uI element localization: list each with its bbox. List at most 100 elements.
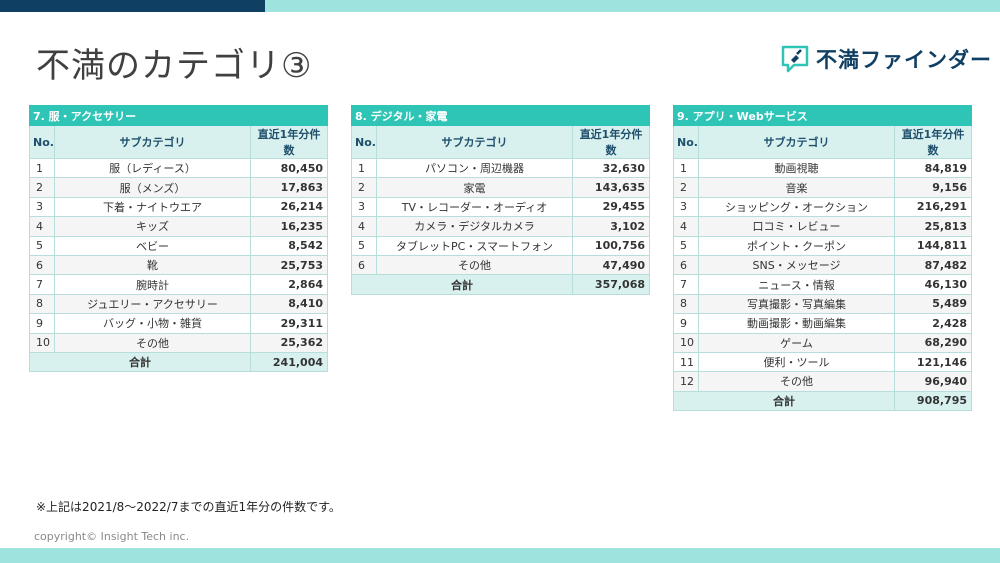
row-number: 4 xyxy=(351,216,377,237)
subcategory-name: ジュエリー・アクセサリー xyxy=(54,293,251,315)
row-number: 5 xyxy=(351,235,377,256)
count-value: 17,863 xyxy=(249,177,329,198)
count-value: 216,291 xyxy=(893,196,973,218)
table-row: 11 便利・ツール 121,146 xyxy=(673,351,973,373)
count-value: 8,410 xyxy=(249,293,329,315)
total-value: 357,068 xyxy=(571,274,651,295)
count-value: 3,102 xyxy=(571,216,651,237)
subcategory-name: 便利・ツール xyxy=(698,351,895,373)
logo: 不満ファインダー xyxy=(780,44,992,74)
table-row: 8 ジュエリー・アクセサリー 8,410 xyxy=(29,293,329,315)
table-row: 2 音楽 9,156 xyxy=(673,177,973,198)
total-value: 908,795 xyxy=(893,390,973,412)
subcategory-name: ショッピング・オークション xyxy=(698,196,895,218)
header-no: No. xyxy=(673,125,699,159)
total-label: 合計 xyxy=(673,390,895,412)
row-number: 4 xyxy=(29,216,55,237)
chat-bubble-icon xyxy=(781,45,809,73)
table-title-row: 9. アプリ・Webサービス xyxy=(672,105,973,126)
count-value: 121,146 xyxy=(893,351,973,373)
row-number: 2 xyxy=(29,177,55,198)
subcategory-name: 口コミ・レビュー xyxy=(698,216,895,237)
header-subcategory: サブカテゴリ xyxy=(376,125,573,159)
subcategory-name: パソコン・周辺機器 xyxy=(376,157,573,179)
logo-text: 不満ファインダー xyxy=(816,48,992,72)
table-title-row: 8. デジタル・家電 xyxy=(350,105,651,126)
table-row: 3 ショッピング・オークション 216,291 xyxy=(673,196,973,218)
table-title-row: 7. 服・アクセサリー xyxy=(28,105,329,126)
row-number: 12 xyxy=(673,371,699,392)
footnote: ※上記は2021/8～2022/7までの直近1年分の件数です。 xyxy=(36,500,341,514)
table-row: 4 口コミ・レビュー 25,813 xyxy=(673,216,973,237)
count-value: 47,490 xyxy=(571,254,651,276)
top-bar-dark xyxy=(0,0,265,12)
subcategory-name: TV・レコーダー・オーディオ xyxy=(376,196,573,218)
row-number: 8 xyxy=(673,293,699,315)
row-number: 9 xyxy=(673,313,699,334)
bottom-bar xyxy=(0,548,1000,563)
table-row: 10 ゲーム 68,290 xyxy=(673,332,973,353)
top-bar-teal xyxy=(265,0,1000,12)
header-count: 直近1年分件数 xyxy=(249,125,329,159)
table-title: 8. デジタル・家電 xyxy=(350,105,651,126)
count-value: 8,542 xyxy=(249,235,329,256)
subcategory-name: SNS・メッセージ xyxy=(698,254,895,276)
row-number: 3 xyxy=(29,196,55,218)
subcategory-name: 写真撮影・写真編集 xyxy=(698,293,895,315)
count-value: 29,311 xyxy=(249,313,329,334)
count-value: 2,864 xyxy=(249,274,329,295)
table-row: 5 ベビー 8,542 xyxy=(29,235,329,256)
row-number: 10 xyxy=(673,332,699,353)
category-table: 8. デジタル・家電 No. サブカテゴリ 直近1年分件数 1 パソコン・周辺機器 32,6… xyxy=(350,105,651,295)
count-value: 143,635 xyxy=(571,177,651,198)
row-number: 3 xyxy=(673,196,699,218)
subcategory-name: 下着・ナイトウエア xyxy=(54,196,251,218)
header-no: No. xyxy=(29,125,55,159)
subcategory-name: その他 xyxy=(698,371,895,392)
table-panel-apps: 9. アプリ・Webサービス No. サブカテゴリ 直近1年分件数 1 動画視聴 84,81… xyxy=(672,105,973,412)
subcategory-name: 靴 xyxy=(54,254,251,276)
header-count: 直近1年分件数 xyxy=(571,125,651,159)
count-value: 25,813 xyxy=(893,216,973,237)
count-value: 96,940 xyxy=(893,371,973,392)
subcategory-name: 動画視聴 xyxy=(698,157,895,179)
table-row: 3 TV・レコーダー・オーディオ 29,455 xyxy=(351,196,651,218)
table-row: 1 パソコン・周辺機器 32,630 xyxy=(351,157,651,179)
table-title: 7. 服・アクセサリー xyxy=(28,105,329,126)
count-value: 100,756 xyxy=(571,235,651,256)
table-row: 7 ニュース・情報 46,130 xyxy=(673,274,973,295)
table-row: 6 その他 47,490 xyxy=(351,254,651,276)
count-value: 87,482 xyxy=(893,254,973,276)
count-value: 84,819 xyxy=(893,157,973,179)
row-number: 6 xyxy=(351,254,377,276)
header-no: No. xyxy=(351,125,377,159)
table-title: 9. アプリ・Webサービス xyxy=(672,105,973,126)
subcategory-name: 動画撮影・動画編集 xyxy=(698,313,895,334)
row-number: 1 xyxy=(351,157,377,179)
subcategory-name: 腕時計 xyxy=(54,274,251,295)
count-value: 29,455 xyxy=(571,196,651,218)
table-row: 1 動画視聴 84,819 xyxy=(673,157,973,179)
row-number: 1 xyxy=(29,157,55,179)
count-value: 144,811 xyxy=(893,235,973,256)
count-value: 32,630 xyxy=(571,157,651,179)
total-label: 合計 xyxy=(29,351,251,373)
table-header-row: No. サブカテゴリ 直近1年分件数 xyxy=(351,125,651,159)
table-row: 5 ポイント・クーポン 144,811 xyxy=(673,235,973,256)
subcategory-name: その他 xyxy=(376,254,573,276)
row-number: 7 xyxy=(673,274,699,295)
header-subcategory: サブカテゴリ xyxy=(54,125,251,159)
subcategory-name: その他 xyxy=(54,332,251,353)
row-number: 6 xyxy=(673,254,699,276)
category-table: 7. 服・アクセサリー No. サブカテゴリ 直近1年分件数 1 服（レディース） 80,4… xyxy=(28,105,329,373)
total-label: 合計 xyxy=(351,274,573,295)
table-header-row: No. サブカテゴリ 直近1年分件数 xyxy=(673,125,973,159)
count-value: 25,362 xyxy=(249,332,329,353)
count-value: 25,753 xyxy=(249,254,329,276)
table-row: 4 カメラ・デジタルカメラ 3,102 xyxy=(351,216,651,237)
row-number: 2 xyxy=(351,177,377,198)
count-value: 26,214 xyxy=(249,196,329,218)
count-value: 68,290 xyxy=(893,332,973,353)
count-value: 80,450 xyxy=(249,157,329,179)
total-value: 241,004 xyxy=(249,351,329,373)
